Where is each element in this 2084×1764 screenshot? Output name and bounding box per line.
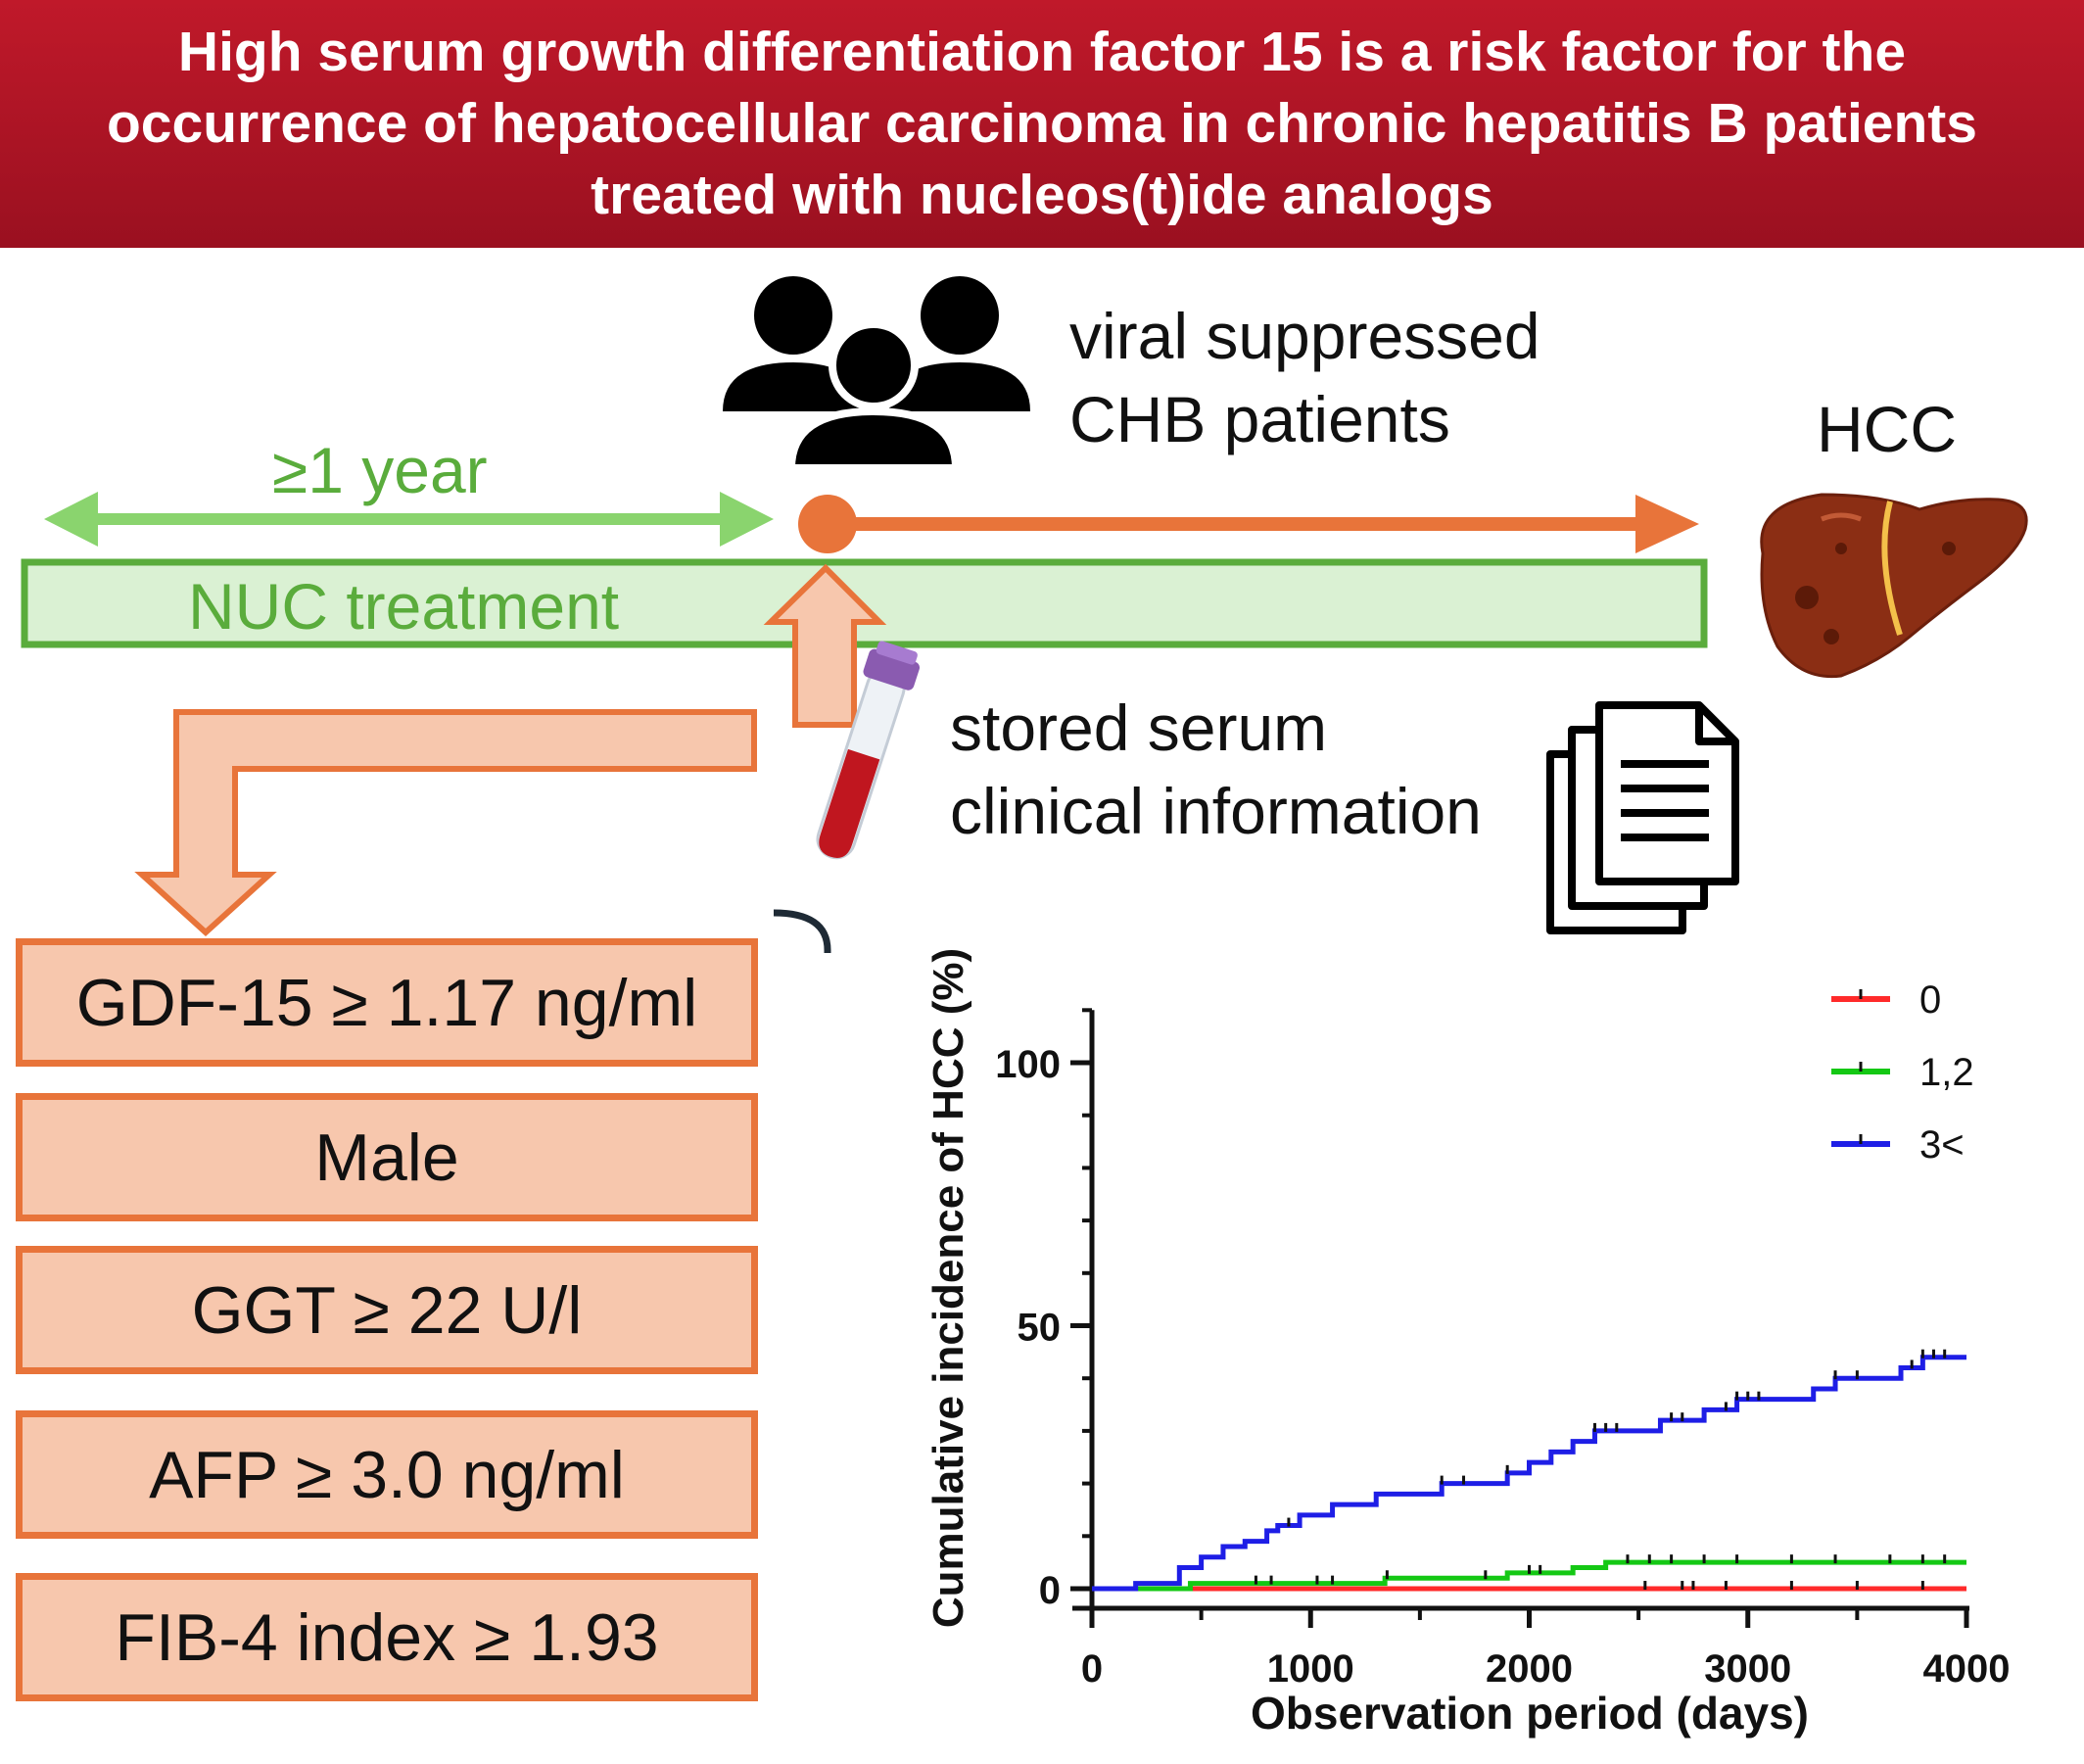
liver-icon — [1762, 495, 2026, 677]
y-axis-label: Cumulative incidence of HCC (%) — [924, 948, 972, 1628]
risk-factor-ggt: GGT ≥ 22 U/l — [16, 1246, 758, 1374]
grouping-brace — [774, 913, 881, 953]
y-tick-label: 50 — [1018, 1307, 1062, 1350]
series-line-2 — [1092, 1358, 1966, 1589]
legend-label-1: 1,2 — [1919, 1051, 1974, 1094]
cohort-label-line2: CHB patients — [1069, 382, 1450, 456]
sample-label-line1: stored serum — [950, 691, 1327, 765]
risk-factor-fib4: FIB-4 index ≥ 1.93 — [16, 1573, 758, 1701]
duration-label: ≥1 year — [272, 433, 488, 507]
cohort-label-line1: viral suppressed — [1069, 299, 1540, 373]
documents-icon — [1550, 705, 1735, 930]
legend-label-2: 3< — [1919, 1123, 1965, 1167]
x-tick-label: 0 — [1081, 1647, 1103, 1691]
risk-factor-gdf15: GDF-15 ≥ 1.17 ng/ml — [16, 938, 758, 1067]
banner-title: High serum growth differentiation factor… — [24, 17, 2060, 231]
x-tick-label: 1000 — [1267, 1647, 1354, 1691]
treatment-label: NUC treatment — [188, 569, 619, 644]
x-tick-label: 3000 — [1704, 1647, 1791, 1691]
start-point-dot — [798, 495, 857, 553]
title-banner: High serum growth differentiation factor… — [0, 0, 2084, 248]
outcome-label: HCC — [1817, 392, 1957, 466]
y-tick-label: 100 — [995, 1043, 1061, 1086]
follow-up-arrow — [798, 495, 1699, 553]
x-axis-label: Observation period (days) — [1251, 1688, 1809, 1739]
risk-factor-afp: AFP ≥ 3.0 ng/ml — [16, 1410, 758, 1539]
risk-factor-sex: Male — [16, 1093, 758, 1221]
x-tick-label: 4000 — [1923, 1647, 2011, 1691]
x-tick-label: 2000 — [1486, 1647, 1573, 1691]
y-tick-label: 0 — [1039, 1569, 1061, 1612]
patients-group-icon — [723, 276, 1030, 468]
sample-label-line2: clinical information — [950, 774, 1482, 848]
flow-down-arrow — [142, 712, 754, 932]
legend-label-0: 0 — [1919, 978, 1941, 1022]
